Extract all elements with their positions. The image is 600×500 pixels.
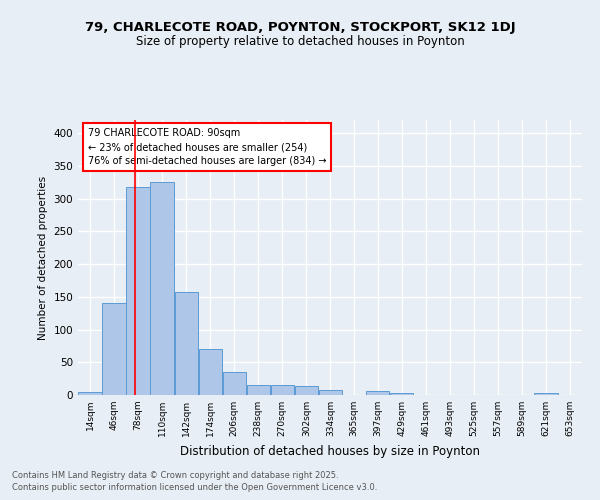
Bar xyxy=(271,385,294,395)
Y-axis label: Number of detached properties: Number of detached properties xyxy=(38,176,48,340)
Bar xyxy=(247,385,270,395)
Bar xyxy=(127,187,150,395)
Text: Size of property relative to detached houses in Poynton: Size of property relative to detached ho… xyxy=(136,34,464,48)
Bar xyxy=(319,390,342,395)
Text: Contains public sector information licensed under the Open Government Licence v3: Contains public sector information licen… xyxy=(12,483,377,492)
Bar xyxy=(199,349,222,395)
Bar xyxy=(390,393,413,395)
Text: Contains HM Land Registry data © Crown copyright and database right 2025.: Contains HM Land Registry data © Crown c… xyxy=(12,472,338,480)
Bar xyxy=(535,393,557,395)
Text: 79, CHARLECOTE ROAD, POYNTON, STOCKPORT, SK12 1DJ: 79, CHARLECOTE ROAD, POYNTON, STOCKPORT,… xyxy=(85,21,515,34)
Bar xyxy=(175,292,198,395)
Bar xyxy=(223,372,246,395)
Text: 79 CHARLECOTE ROAD: 90sqm
← 23% of detached houses are smaller (254)
76% of semi: 79 CHARLECOTE ROAD: 90sqm ← 23% of detac… xyxy=(88,128,326,166)
Bar xyxy=(366,391,389,395)
Bar xyxy=(151,182,174,395)
Bar xyxy=(295,386,318,395)
Bar xyxy=(103,304,125,395)
X-axis label: Distribution of detached houses by size in Poynton: Distribution of detached houses by size … xyxy=(180,444,480,458)
Bar xyxy=(79,392,101,395)
